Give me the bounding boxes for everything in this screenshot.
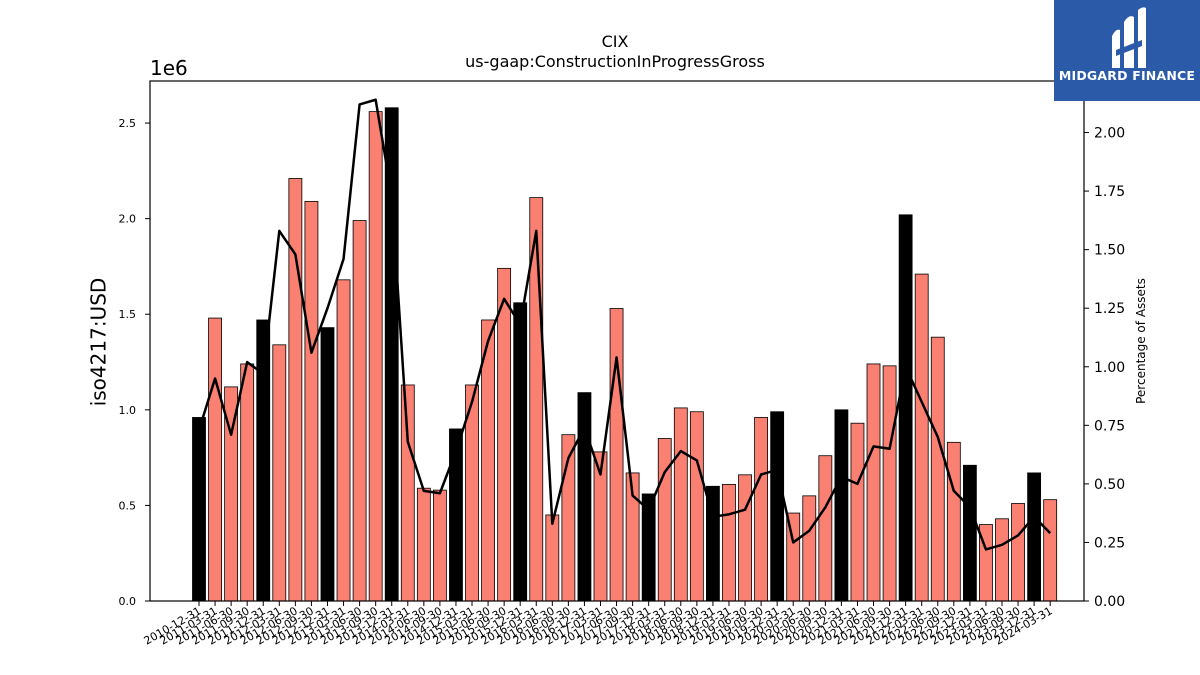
brand-logo-text: MIDGARD FINANCE [1058,68,1196,83]
bar-2018-03-31 [657,438,672,602]
y2-tick-label: 1.50 [1094,243,1125,259]
y-tick-label: 1.0 [119,404,137,417]
bar-2020-09-30 [818,455,833,602]
y2-tick-label: 0.75 [1094,418,1125,434]
bar-2013-03-31 [336,279,351,602]
bar-2012-12-31 [320,327,335,602]
bar-2016-06-30 [545,514,560,602]
bar-2022-09-30 [946,441,961,602]
bar-2011-12-31 [256,319,271,602]
bar-2011-09-30 [240,363,255,602]
bar-2014-12-31 [449,428,463,602]
bar-2022-12-31 [962,464,977,602]
bar-2011-03-31 [208,317,222,602]
bar-2022-03-31 [914,273,929,602]
y-tick-label: 2.0 [119,213,137,226]
bar-2016-12-31 [577,392,592,602]
y-tick-label: 0.5 [119,499,137,512]
y2-tick-label: 0.25 [1094,535,1125,551]
y2-tick-label: 1.25 [1094,301,1125,317]
pct-of-assets-line [197,98,1052,551]
bar-2021-12-31 [898,214,913,602]
bar-2013-09-30 [368,111,383,602]
bar-2024-03-31 [1043,499,1058,602]
bar-2012-03-31 [272,344,287,602]
y2-tick-label: 1.75 [1094,184,1125,200]
y2-tick-label: 0.00 [1094,594,1125,610]
y2-tick-label: 0.50 [1094,477,1125,493]
brand-mark-icon [1112,7,1146,69]
pct-line-group [197,98,1052,551]
y-tick-label: 0.0 [119,595,137,608]
bar-2020-06-30 [802,495,817,602]
bar-2020-12-31 [834,409,849,602]
bar-2021-09-30 [882,365,897,602]
bar-2019-09-30 [754,417,768,602]
y-tick-label: 2.5 [119,117,137,130]
bar-2023-12-31 [1027,472,1042,602]
bar-2015-09-30 [497,267,512,602]
bar-2022-06-30 [930,336,945,602]
bar-2021-03-31 [850,422,865,602]
bar-2010-12-31 [192,417,206,602]
y2-tick-label: 1.00 [1094,360,1125,376]
bar-2021-06-30 [866,363,881,602]
y-tick-label: 1.5 [119,308,137,321]
bar-2023-06-30 [995,518,1009,602]
bar-2014-09-30 [432,489,447,602]
bar-2012-06-30 [288,178,303,602]
bar-2019-03-31 [722,483,736,602]
bar-2018-09-30 [689,411,704,602]
bar-2013-06-30 [352,220,367,602]
bar-2014-03-31 [400,384,415,602]
bar-2023-09-30 [1011,503,1025,602]
chart-subtitle: us-gaap:ConstructionInProgressGross [465,52,765,71]
bar-2013-12-31 [384,107,399,602]
bar-2019-12-31 [770,411,785,602]
bar-2015-12-31 [513,302,528,602]
brand-logo: MIDGARD FINANCE [1054,0,1200,101]
bar-2017-06-30 [609,308,624,602]
y-axis-exponent: 1e6 [150,56,188,80]
axes-group: 0.0 0.5 1.0 1.5 2.0 2.5 0.00 0.25 0.50 0.75 1.00 1.… [119,80,1125,648]
bar-2012-09-30 [304,201,319,602]
y2-tick-label: 2.00 [1094,126,1125,142]
bar-2018-06-30 [673,407,688,602]
bar-2019-06-30 [738,474,752,602]
chart-title: CIX [601,32,629,51]
bar-2014-06-30 [416,487,431,602]
bars-group [192,107,1058,602]
